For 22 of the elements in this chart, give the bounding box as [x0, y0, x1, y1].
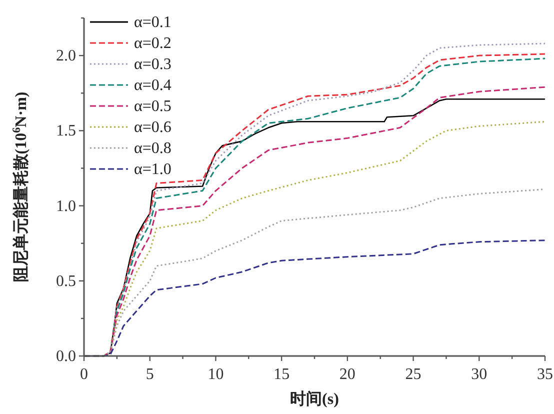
y-tick-label: 1.0 [56, 198, 76, 215]
x-tick-label: 25 [405, 366, 422, 383]
legend-label: α=0.1 [134, 14, 172, 31]
legend-label: α=0.8 [134, 140, 172, 157]
x-tick-label: 30 [471, 366, 488, 383]
y-tick-label: 2.0 [56, 48, 76, 65]
x-tick-label: 5 [146, 366, 154, 383]
legend-label: α=0.4 [134, 77, 172, 94]
x-axis-title: 时间(s) [290, 390, 339, 408]
y-tick-label: 0.5 [56, 272, 76, 290]
x-tick-label: 35 [537, 366, 553, 383]
legend-label: α=1.0 [134, 161, 172, 178]
legend-label: α=0.2 [134, 35, 172, 52]
legend-label: α=0.5 [134, 98, 172, 115]
x-tick-label: 10 [208, 366, 224, 383]
y-tick-label: 0.0 [56, 348, 76, 365]
x-tick-label: 15 [274, 366, 290, 383]
legend-label: α=0.3 [134, 56, 172, 73]
y-tick-label: 1.5 [56, 122, 76, 140]
x-tick-label: 20 [339, 366, 356, 383]
x-tick-label: 0 [80, 366, 88, 383]
legend-label: α=0.6 [134, 119, 172, 136]
